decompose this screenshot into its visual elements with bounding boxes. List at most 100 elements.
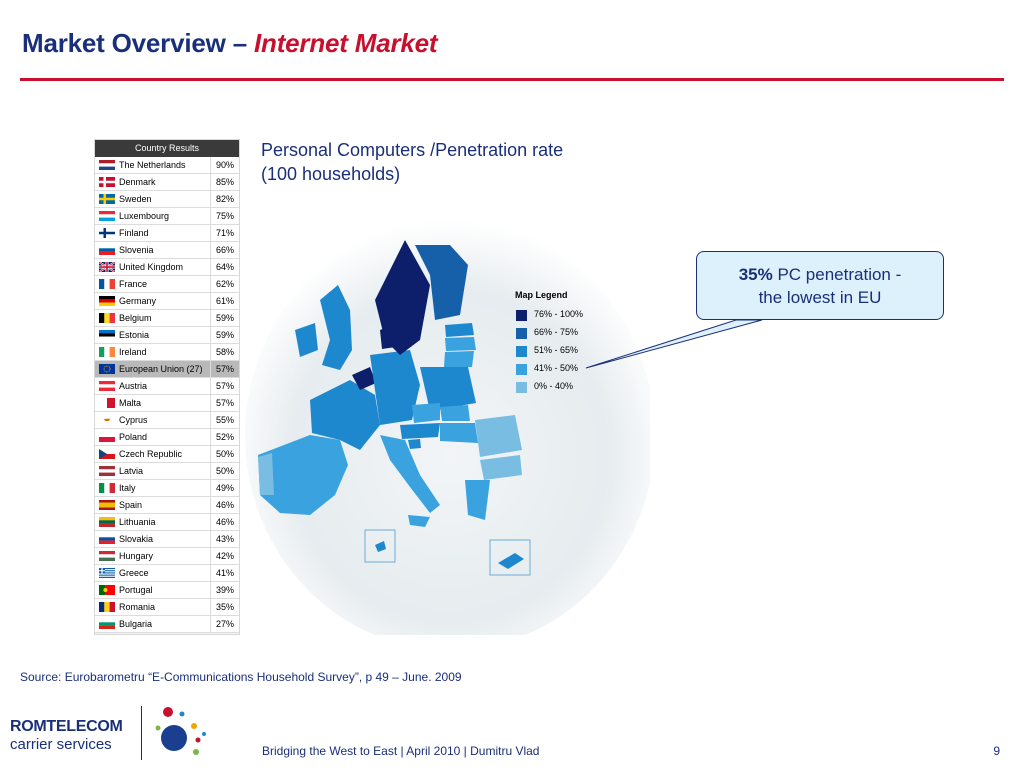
country-name: Italy bbox=[119, 483, 136, 493]
bulgaria-flag-icon bbox=[99, 619, 115, 629]
callout-highlight: 35% bbox=[738, 265, 773, 284]
map-netherlands bbox=[352, 367, 376, 390]
map-austria bbox=[400, 423, 440, 439]
finland-flag-icon bbox=[99, 228, 115, 238]
country-value: 42% bbox=[210, 548, 239, 564]
greece-flag-icon bbox=[99, 568, 115, 578]
poland-flag-icon bbox=[99, 432, 115, 442]
table-body: The Netherlands 90% Denmark 85% Sweden 82% Lux… bbox=[95, 157, 239, 633]
table-row: United Kingdom 64% bbox=[95, 259, 239, 276]
netherlands-flag-icon bbox=[99, 160, 115, 170]
map-subtitle: Personal Computers /Penetration rate (10… bbox=[261, 138, 621, 186]
table-row: European Union (27) 57% bbox=[95, 361, 239, 378]
table-row: Romania 35% bbox=[95, 599, 239, 616]
country-name: Bulgaria bbox=[119, 619, 153, 629]
map-cyprus bbox=[498, 553, 524, 569]
country-name: Greece bbox=[119, 568, 149, 578]
country-name: Lithuania bbox=[119, 517, 156, 527]
logo-divider bbox=[141, 706, 142, 760]
denmark-flag-icon bbox=[99, 177, 115, 187]
map-france bbox=[310, 380, 380, 450]
europe-map bbox=[240, 135, 650, 635]
table-row: Finland 71% bbox=[95, 225, 239, 242]
malta-inset bbox=[364, 529, 396, 563]
country-name: Romania bbox=[119, 602, 156, 612]
table-row: Italy 49% bbox=[95, 480, 239, 497]
source-note: Source: Eurobarometru “E-Communications … bbox=[20, 670, 462, 684]
table-row: Czech Republic 50% bbox=[95, 446, 239, 463]
country-name: Slovakia bbox=[119, 534, 154, 544]
logo-dots-icon bbox=[155, 707, 206, 755]
legend-swatch bbox=[516, 328, 527, 339]
map-czech bbox=[412, 403, 440, 423]
map-malta bbox=[375, 541, 386, 552]
legend-label: 51% - 65% bbox=[534, 345, 579, 355]
map-subtitle-line2: (100 households) bbox=[261, 164, 401, 184]
country-name: Austria bbox=[119, 381, 148, 391]
country-name: Slovenia bbox=[119, 245, 154, 255]
company-logo: ROMTELECOM carrier services bbox=[10, 718, 140, 758]
slide-title: Market Overview – Internet Market bbox=[22, 28, 438, 59]
country-value: 50% bbox=[210, 463, 239, 479]
table-row: Luxembourg 75% bbox=[95, 208, 239, 225]
table-row: Cyprus 55% bbox=[95, 412, 239, 429]
country-name: Denmark bbox=[119, 177, 156, 187]
country-results-table: Country Results The Netherlands 90% Denmar… bbox=[94, 139, 240, 635]
map-latvia bbox=[445, 337, 476, 351]
callout-line1: 35% PC penetration - bbox=[697, 263, 943, 286]
map-slovenia bbox=[408, 439, 421, 449]
title-accent: Internet Market bbox=[253, 28, 438, 58]
eu-flag-icon bbox=[99, 364, 115, 374]
country-name: Germany bbox=[119, 296, 157, 306]
country-name: Malta bbox=[119, 398, 142, 408]
map-poland bbox=[420, 367, 476, 411]
callout-box: 35% PC penetration - the lowest in EU bbox=[696, 251, 944, 320]
country-value: 39% bbox=[210, 582, 239, 598]
country-name: Cyprus bbox=[119, 415, 148, 425]
country-value: 82% bbox=[210, 191, 239, 207]
map-finland bbox=[415, 245, 468, 320]
country-value: 55% bbox=[210, 412, 239, 428]
ireland-flag-icon bbox=[99, 347, 115, 357]
country-value: 52% bbox=[210, 429, 239, 445]
country-value: 59% bbox=[210, 327, 239, 343]
country-value: 66% bbox=[210, 242, 239, 258]
austria-flag-icon bbox=[99, 381, 115, 391]
slovenia-flag-icon bbox=[99, 245, 115, 255]
table-row: France 62% bbox=[95, 276, 239, 293]
table-row: Sweden 82% bbox=[95, 191, 239, 208]
table-row: Greece 41% bbox=[95, 565, 239, 582]
country-value: 57% bbox=[210, 395, 239, 411]
table-row: Lithuania 46% bbox=[95, 514, 239, 531]
country-value: 64% bbox=[210, 259, 239, 275]
country-name: Ireland bbox=[119, 347, 147, 357]
hungary-flag-icon bbox=[99, 551, 115, 561]
map-germany bbox=[370, 350, 420, 425]
country-value: 35% bbox=[210, 599, 239, 615]
belgium-flag-icon bbox=[99, 313, 115, 323]
country-value: 58% bbox=[210, 344, 239, 360]
footer-text: Bridging the West to East | April 2010 |… bbox=[262, 744, 540, 758]
country-value: 61% bbox=[210, 293, 239, 309]
table-row: Germany 61% bbox=[95, 293, 239, 310]
map-sweden bbox=[375, 240, 430, 355]
lithuania-flag-icon bbox=[99, 517, 115, 527]
table-row: Poland 52% bbox=[95, 429, 239, 446]
country-name: United Kingdom bbox=[119, 262, 184, 272]
country-name: Czech Republic bbox=[119, 449, 183, 459]
legend-label: 41% - 50% bbox=[534, 363, 579, 373]
italy-flag-icon bbox=[99, 483, 115, 493]
country-value: 62% bbox=[210, 276, 239, 292]
country-name: France bbox=[119, 279, 148, 289]
cyprus-flag-icon bbox=[99, 415, 115, 425]
map-legend-title: Map Legend bbox=[515, 290, 568, 300]
country-value: 85% bbox=[210, 174, 239, 190]
table-row: The Netherlands 90% bbox=[95, 157, 239, 174]
luxembourg-flag-icon bbox=[99, 211, 115, 221]
map-italy bbox=[380, 435, 440, 513]
country-value: 90% bbox=[210, 157, 239, 173]
country-name: European Union (27) bbox=[119, 364, 203, 374]
table-row: Ireland 58% bbox=[95, 344, 239, 361]
logo-line2: carrier services bbox=[10, 736, 112, 753]
map-uk bbox=[320, 285, 352, 370]
